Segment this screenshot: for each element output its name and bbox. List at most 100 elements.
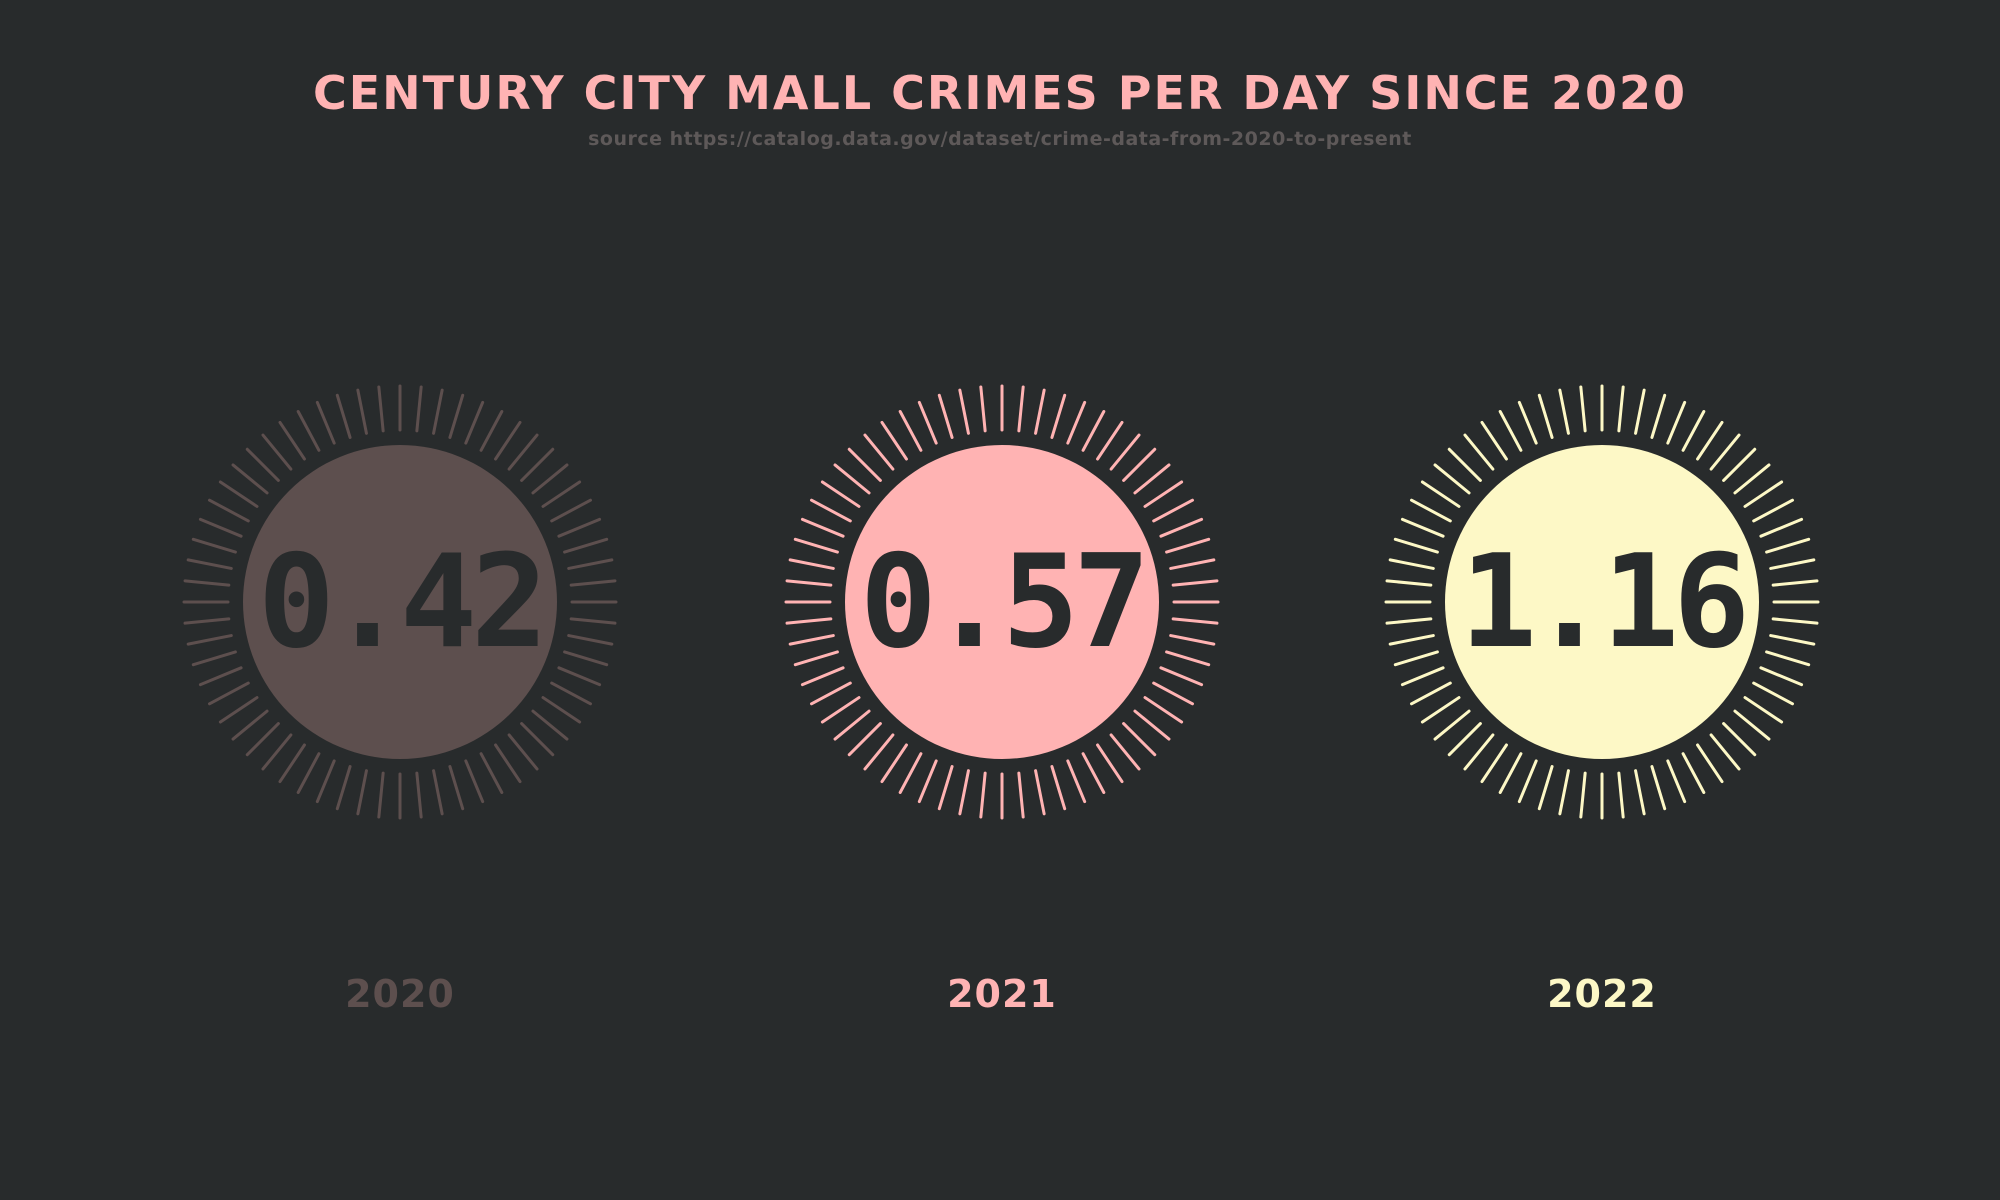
badge-tick	[958, 388, 970, 435]
badge-tick	[1081, 410, 1106, 452]
badge-tick	[1722, 722, 1757, 757]
badge-tick	[1050, 765, 1067, 811]
badge-tick	[531, 709, 569, 741]
badge-tick	[1463, 733, 1495, 771]
badge-tick	[208, 498, 250, 523]
badge-tick	[1433, 463, 1471, 495]
badge-tick	[1752, 498, 1794, 523]
badge-tick	[880, 743, 908, 784]
badge-tick	[1617, 771, 1625, 819]
badge-tick	[847, 447, 882, 482]
badge-tick	[820, 480, 861, 508]
badge-tick	[198, 666, 243, 687]
badge-tick	[1722, 447, 1757, 482]
badge-tick	[296, 410, 321, 452]
badge-tick	[1133, 709, 1171, 741]
badge-tick	[1169, 558, 1216, 570]
badge-tick	[863, 433, 895, 471]
badge-tick	[937, 393, 954, 439]
badge-tick	[1617, 385, 1625, 433]
badge-tick	[1650, 765, 1667, 811]
badge-2022: 1.16 2022	[1384, 384, 1820, 1016]
badge-tick	[356, 769, 368, 816]
badge-tick	[1393, 537, 1439, 554]
badge-tick	[296, 752, 321, 794]
badge-tick	[1696, 743, 1724, 784]
badge-tick	[1388, 558, 1435, 570]
badge-tick	[1171, 579, 1219, 587]
badge-tick	[880, 420, 908, 461]
badge-tick	[464, 759, 485, 804]
badge-tick	[1066, 759, 1087, 804]
badge-tick	[261, 433, 293, 471]
badge-tick	[278, 743, 306, 784]
badge-2020: 0.42 2020	[182, 384, 618, 1016]
badge-tick	[917, 400, 938, 445]
badge-tick	[1463, 433, 1495, 471]
badge-tick	[1447, 722, 1482, 757]
badge-tick	[788, 558, 835, 570]
badge-tick	[833, 463, 871, 495]
badge-tick	[1385, 617, 1433, 625]
badge-tick	[432, 769, 444, 816]
badge-tick	[1096, 743, 1124, 784]
badge-tick	[191, 537, 237, 554]
chart-title: CENTURY CITY MALL CRIMES PER DAY SINCE 2…	[312, 66, 1688, 120]
value-label: 0.57	[860, 528, 1144, 677]
badge-tick	[1017, 385, 1025, 433]
badge-tick	[1447, 447, 1482, 482]
badge-tick	[520, 447, 555, 482]
badge-tick	[1743, 480, 1784, 508]
badge-tick	[785, 617, 833, 625]
badge-tick	[1558, 388, 1570, 435]
badge-tick	[1650, 393, 1667, 439]
badge-tick	[1410, 498, 1452, 523]
badge-tick	[315, 400, 336, 445]
badge-tick	[820, 696, 861, 724]
badge-tick	[1400, 517, 1445, 538]
badge-tick	[810, 498, 852, 523]
badge-tick	[1579, 771, 1587, 819]
badge-tick	[1752, 681, 1794, 706]
badge-tick	[218, 480, 259, 508]
badge-tick	[1081, 752, 1106, 794]
badge-tick	[1681, 410, 1706, 452]
badge-tick	[479, 410, 504, 452]
badge-tick	[863, 733, 895, 771]
badge-tick	[1109, 733, 1141, 771]
badge-tick	[1498, 752, 1523, 794]
badge-tick	[800, 517, 845, 538]
badge-tick	[448, 765, 465, 811]
badge-tick	[1771, 617, 1819, 625]
badge-tick	[1410, 681, 1452, 706]
badge-tick	[335, 393, 352, 439]
badge-tick	[1433, 709, 1471, 741]
badge-tick	[1133, 463, 1171, 495]
badge-tick	[1066, 400, 1087, 445]
badge-tick	[1634, 769, 1646, 816]
badge-tick	[979, 385, 987, 433]
badge-tick	[1165, 650, 1211, 667]
badge-tick	[1480, 743, 1508, 784]
badge-tick	[1517, 759, 1538, 804]
badge-tick	[1385, 579, 1433, 587]
badge-circle	[1445, 445, 1759, 759]
badge-tick	[356, 388, 368, 435]
badge-tick	[1765, 650, 1811, 667]
badge-tick	[231, 463, 269, 495]
badge-tick	[937, 765, 954, 811]
badge-tick	[1759, 666, 1804, 687]
badge-tick	[183, 579, 231, 587]
badge-tick	[507, 433, 539, 471]
badge-tick	[1420, 696, 1461, 724]
badge-tick	[186, 558, 233, 570]
badge-tick	[557, 666, 602, 687]
badge-tick	[541, 480, 582, 508]
badge-tick	[1480, 420, 1508, 461]
badge-tick	[377, 385, 385, 433]
badge-tick	[1034, 388, 1046, 435]
badge-tick	[1122, 722, 1157, 757]
badge-tick	[788, 634, 835, 646]
badge-tick	[785, 579, 833, 587]
badge-tick	[479, 752, 504, 794]
